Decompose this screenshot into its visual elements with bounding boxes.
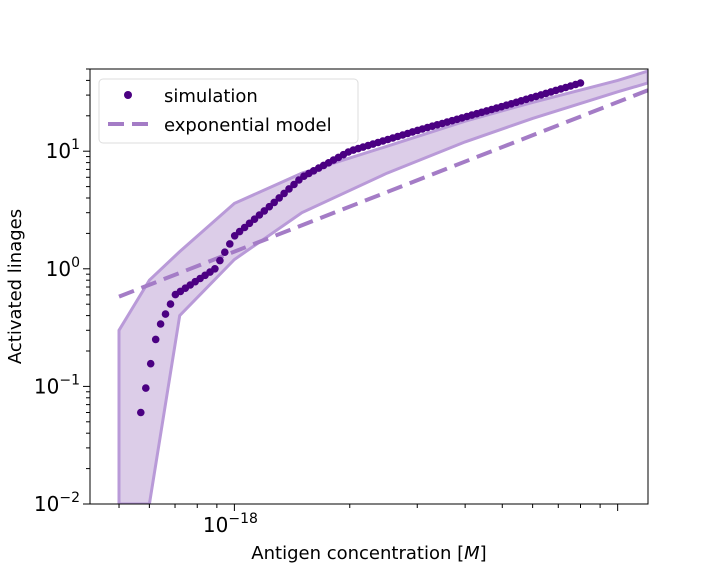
legend-simulation-label: simulation (164, 86, 258, 107)
y-tick-label: 10−1 (34, 372, 80, 398)
simulation-point (270, 198, 279, 207)
simulation-point (290, 180, 298, 189)
simulation-point (211, 265, 219, 273)
legend-model-label: exponential model (164, 115, 332, 136)
simulation-point (156, 320, 165, 328)
simulation-point (275, 194, 284, 202)
x-tick-label: 10−18 (203, 511, 258, 537)
x-axis-label: Antigen concentration [M] (251, 543, 486, 564)
y-tick-label: 10−2 (34, 490, 80, 516)
y-tick-label: 100 (46, 255, 80, 281)
simulation-point (576, 79, 585, 87)
y-axis-label: Activated linages (5, 209, 26, 364)
simulation-point (137, 408, 145, 417)
confidence-band (117, 69, 648, 504)
simulation-point (265, 202, 274, 211)
simulation-point (216, 256, 224, 265)
simulation-point (146, 359, 155, 368)
legend-box (98, 78, 359, 144)
simulation-point (221, 248, 229, 256)
simulation-point (151, 335, 160, 344)
plot-area (117, 69, 648, 504)
simulation-point (285, 185, 293, 193)
simulation-point (235, 227, 244, 236)
y-tick-label: 101 (46, 137, 80, 163)
plot-frame (89, 68, 649, 505)
legend: simulation exponential model (98, 78, 359, 144)
simulation-point (260, 207, 269, 215)
simulation-point (166, 300, 175, 308)
simulation-point (245, 219, 254, 228)
legend-simulation-marker (124, 91, 132, 99)
simulation-point (161, 310, 170, 318)
simulation-point (280, 189, 288, 198)
simulation-point (226, 240, 234, 248)
simulation-point (142, 384, 150, 392)
